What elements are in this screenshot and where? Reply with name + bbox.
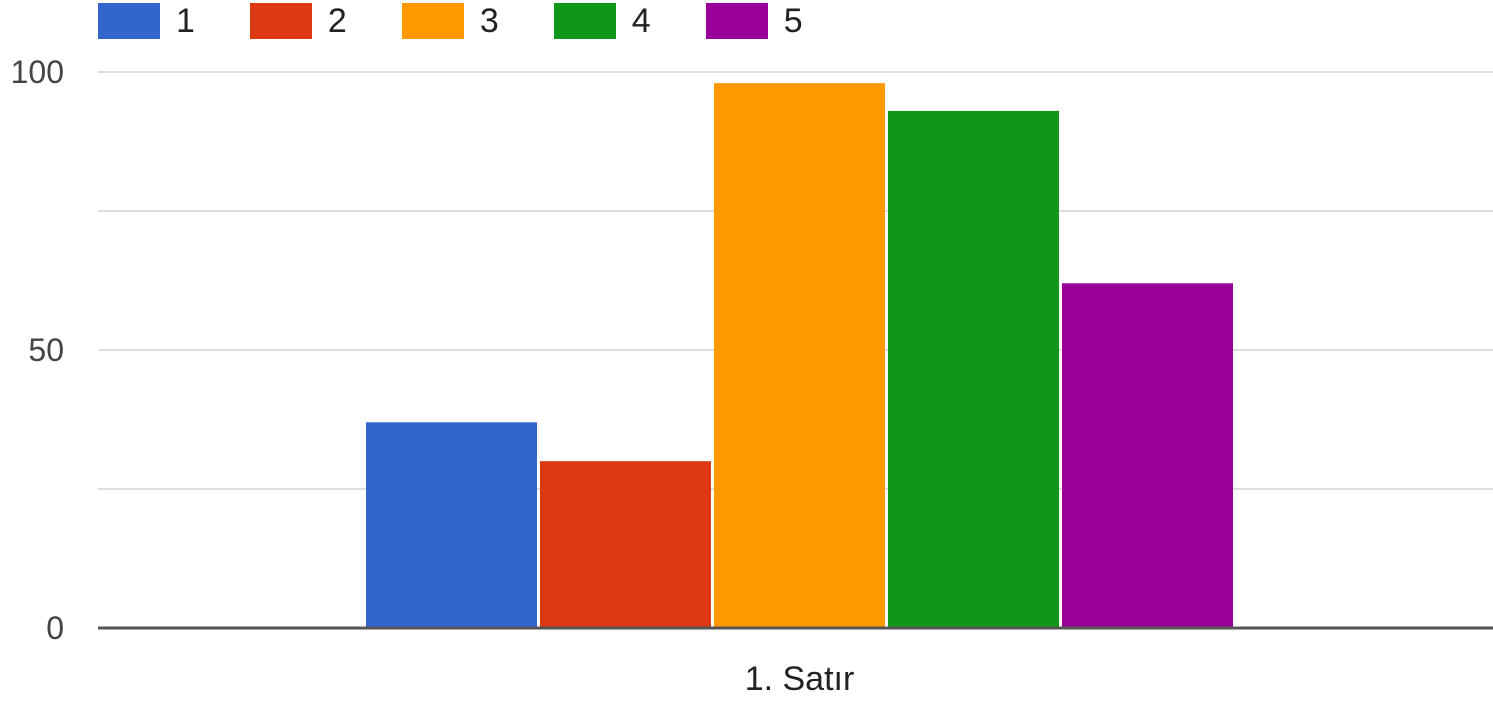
- legend-item-4: 4: [553, 1, 651, 41]
- bar-series-3: [714, 83, 885, 629]
- legend-label: 5: [783, 1, 803, 40]
- legend-item-3: 3: [401, 1, 499, 41]
- y-tick-label: 100: [11, 54, 64, 90]
- legend-swatch: [249, 3, 312, 39]
- y-tick-label: 0: [46, 610, 64, 646]
- y-tick-label: 50: [28, 332, 64, 368]
- legend-item-1: 1: [98, 2, 195, 41]
- legend: 1 2 3 4 5: [98, 0, 858, 42]
- legend-swatch: [705, 3, 768, 39]
- legend-swatch: [553, 3, 616, 39]
- legend-swatch: [98, 3, 160, 39]
- bar-series-2: [540, 461, 711, 628]
- bar-series-5: [1062, 283, 1233, 628]
- legend-label: 2: [327, 1, 347, 40]
- bar-series-1: [366, 422, 537, 628]
- bar-series-4: [888, 110, 1059, 629]
- legend-label: 1: [176, 1, 195, 40]
- legend-label: 4: [631, 1, 651, 40]
- legend-swatch: [401, 3, 464, 39]
- legend-label: 3: [479, 1, 499, 40]
- x-category-label: 1. Satır: [745, 660, 855, 698]
- legend-item-5: 5: [705, 1, 803, 41]
- legend-item-2: 2: [249, 1, 347, 41]
